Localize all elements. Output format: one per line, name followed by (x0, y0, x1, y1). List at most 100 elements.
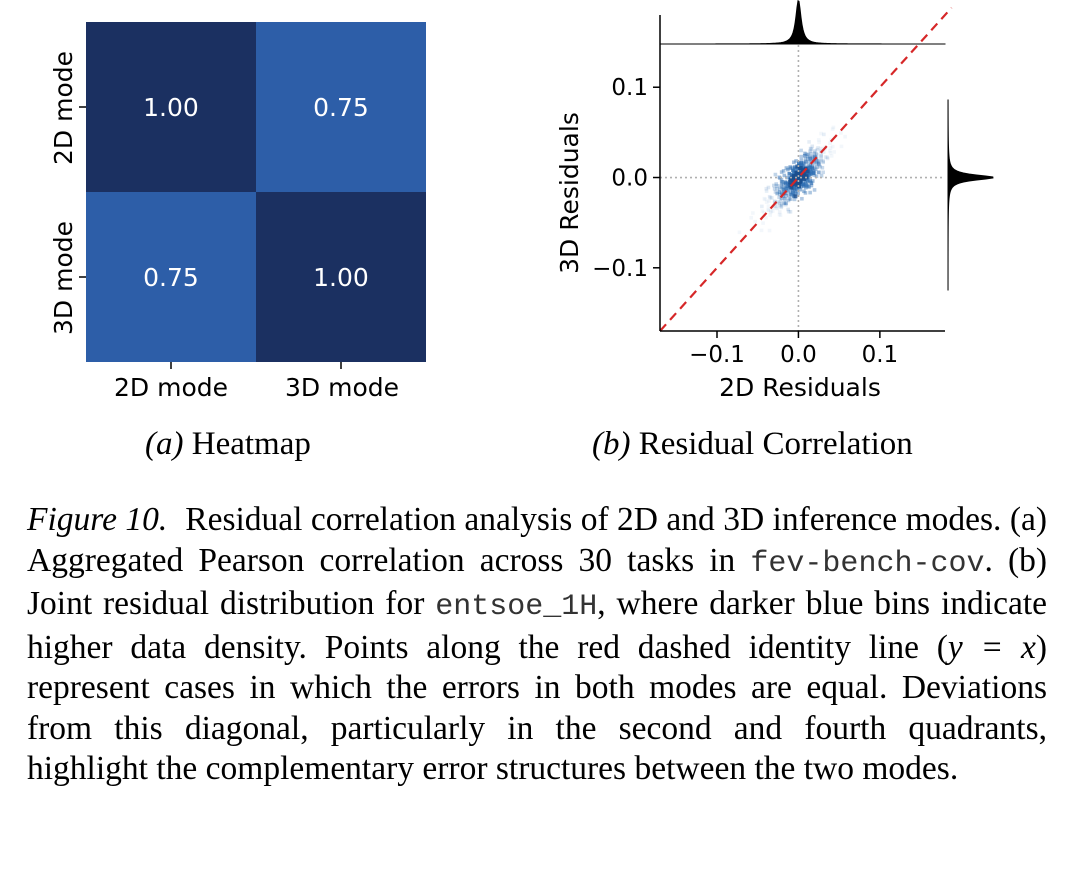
density-bin (749, 215, 754, 220)
density-bin (806, 164, 811, 168)
density-bin (779, 170, 784, 174)
density-bin (777, 190, 782, 194)
density-bin (760, 204, 764, 209)
density-bin (760, 209, 765, 213)
density-bin (796, 191, 800, 196)
heatmap-y-tick-label: 3D mode (49, 221, 78, 335)
density-bin (810, 154, 814, 159)
caption-text: , where darker blue bins indicate higher… (27, 585, 1047, 666)
density-bin (770, 209, 775, 213)
density-bin (811, 168, 816, 173)
density-bin (817, 170, 821, 175)
density-bin (810, 144, 815, 149)
density-bin (782, 201, 787, 205)
density-bin (761, 221, 765, 225)
density-bin (843, 134, 847, 139)
density-bin (821, 150, 826, 154)
density-bin (772, 199, 777, 204)
sub-caption-title: Residual Correlation (638, 426, 913, 462)
density-bin (775, 206, 780, 211)
density-bin (812, 169, 817, 173)
density-bin (807, 160, 812, 164)
density-bin (767, 194, 772, 199)
density-bin (808, 146, 813, 151)
density-bin (817, 140, 821, 145)
density-bin (804, 174, 809, 179)
density-bin (800, 196, 804, 201)
density-bin (805, 167, 810, 171)
density-bin (792, 160, 796, 165)
density-bin (797, 178, 802, 183)
density-bin (820, 165, 825, 170)
density-bin (829, 154, 834, 158)
density-bin (819, 131, 823, 136)
density-bin (737, 230, 742, 235)
density-bin (782, 187, 786, 192)
density-bin (792, 186, 797, 190)
density-bin (794, 159, 798, 163)
density-bin (786, 207, 790, 212)
density-bin (809, 183, 814, 188)
density-bin (783, 180, 788, 184)
density-bin (791, 173, 796, 178)
density-bin (786, 167, 790, 172)
density-bin (793, 167, 798, 171)
density-bin (808, 165, 812, 170)
heatmap-x-tick-label: 3D mode (285, 373, 399, 402)
density-bin (781, 169, 786, 173)
density-bin (808, 178, 812, 182)
density-bin (778, 192, 782, 197)
density-bin (764, 189, 769, 193)
density-bin (816, 161, 821, 166)
density-bin (828, 148, 832, 153)
density-bin (821, 159, 825, 163)
density-bin (768, 210, 773, 215)
density-bin (799, 154, 804, 159)
density-bin (807, 185, 811, 189)
density-bin (807, 165, 812, 170)
density-bin (798, 166, 803, 171)
density-bin (803, 153, 807, 158)
density-bin (794, 186, 799, 190)
density-bin (812, 151, 817, 156)
density-bin (789, 192, 793, 196)
heatmap-cell (256, 22, 426, 192)
density-bin (766, 208, 771, 212)
density-bin (786, 185, 790, 189)
density-bin (759, 228, 764, 233)
density-bin (816, 138, 821, 142)
density-bin (803, 191, 808, 195)
density-bin (797, 161, 801, 165)
density-bin (814, 158, 818, 163)
density-bin (808, 164, 812, 169)
density-bin (801, 160, 806, 165)
density-bin (802, 189, 806, 194)
density-bin (825, 155, 830, 160)
density-bin (779, 177, 784, 182)
density-bin (786, 188, 790, 193)
density-bin (789, 193, 794, 197)
density-bin (814, 153, 819, 157)
density-bin (810, 179, 815, 183)
density-bin (788, 165, 793, 169)
density-bin (772, 186, 777, 191)
density-bin (784, 201, 788, 206)
density-bin (819, 154, 823, 158)
density-bin (778, 203, 782, 208)
density-bin (805, 183, 809, 188)
density-bin (784, 193, 788, 198)
density-bin (811, 171, 816, 175)
density-bin (825, 156, 830, 161)
density-bin (821, 170, 825, 175)
density-bin (794, 170, 799, 175)
density-bin (808, 156, 812, 161)
density-bin (817, 170, 821, 175)
density-bin (800, 164, 805, 168)
density-bin (781, 182, 786, 187)
density-bin (791, 168, 795, 173)
density-bin (808, 165, 812, 170)
identity-line (659, 7, 953, 332)
density-bin (807, 173, 812, 178)
density-bin (766, 204, 771, 209)
